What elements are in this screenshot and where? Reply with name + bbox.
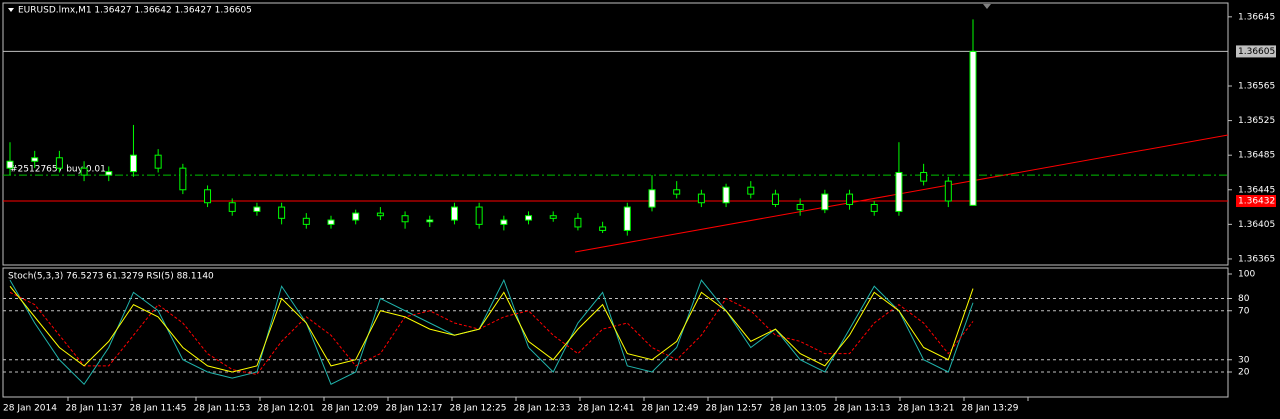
y-tick-label: 1.36405	[1238, 220, 1275, 230]
y-tick-label: 1.36525	[1238, 116, 1275, 126]
x-tick-label: 28 Jan 12:01	[258, 404, 315, 414]
price-box	[1236, 45, 1276, 58]
x-tick-label: 28 Jan 12:33	[514, 404, 571, 414]
candle-body	[179, 167, 187, 191]
x-tick-label: 28 Jan 12:17	[386, 404, 443, 414]
order-label: #25127657 buy 0.01	[10, 165, 106, 175]
candle-body	[327, 219, 335, 225]
candle-body	[129, 154, 137, 173]
sub-title: Stoch(5,3,3) 76.5273 61.3279 RSI(5) 88.1…	[8, 272, 214, 282]
x-tick-label: 28 Jan 13:13	[834, 404, 891, 414]
x-tick-label: 28 Jan 11:45	[130, 404, 187, 414]
candle-body	[401, 215, 409, 223]
x-tick-label: 28 Jan 12:57	[706, 404, 763, 414]
series-line	[9, 285, 974, 373]
candle-body	[154, 154, 162, 169]
main-title: EURUSD.lmx,M1 1.36427 1.36642 1.36427 1.…	[18, 6, 252, 16]
y-tick-label: 1.36485	[1238, 151, 1275, 161]
candle-body	[6, 160, 14, 169]
x-tick-label: 28 Jan 11:37	[66, 404, 123, 414]
candle-body	[920, 171, 928, 182]
series-line	[9, 291, 974, 376]
candle-body	[105, 171, 113, 176]
candle-body	[846, 193, 854, 205]
candle-body	[574, 217, 582, 228]
candle-body	[278, 206, 286, 219]
candle-body	[525, 215, 533, 221]
candle-body	[747, 186, 755, 195]
candle-body	[475, 206, 483, 225]
sub-frame	[2, 267, 1229, 398]
candle-body	[673, 189, 681, 195]
y-tick-label: 1.36565	[1238, 82, 1275, 92]
candle-body	[352, 212, 360, 221]
y-tick-label: 80	[1238, 294, 1250, 304]
price-label: 1.36605	[1238, 47, 1275, 57]
y-tick-label: 30	[1238, 355, 1250, 365]
series-line	[9, 278, 974, 386]
candle-body	[969, 50, 977, 206]
candle-body	[204, 189, 212, 204]
candle-body	[549, 215, 557, 219]
candle-body	[944, 180, 952, 202]
candle-body	[722, 186, 730, 204]
candle-body	[870, 203, 878, 212]
candle-body	[599, 226, 607, 231]
shift-marker	[983, 4, 991, 9]
x-tick-label: 28 Jan 2014	[3, 404, 57, 414]
y-tick-label: 70	[1238, 306, 1250, 316]
candle-body	[697, 193, 705, 204]
candle-body	[228, 202, 236, 212]
candle-body	[253, 206, 261, 212]
price-label: 1.36432	[1238, 197, 1275, 207]
candle-body	[450, 206, 458, 221]
candle-body	[771, 193, 779, 205]
price-box	[1236, 195, 1276, 208]
x-tick-label: 28 Jan 12:41	[578, 404, 635, 414]
y-tick-label: 100	[1238, 270, 1255, 280]
candle-body	[500, 219, 508, 225]
candle-body	[80, 167, 88, 176]
x-tick-label: 28 Jan 12:25	[450, 404, 507, 414]
candle-body	[623, 206, 631, 231]
x-tick-label: 28 Jan 12:49	[642, 404, 699, 414]
y-tick-label: 1.36445	[1238, 185, 1275, 195]
candle-body	[895, 171, 903, 212]
x-tick-label: 28 Jan 13:05	[770, 404, 827, 414]
candle-body	[31, 157, 39, 162]
menu-arrow	[8, 8, 14, 12]
candle-body	[302, 217, 310, 225]
y-tick-label: 1.36645	[1238, 12, 1275, 22]
x-tick-label: 28 Jan 12:09	[322, 404, 379, 414]
x-tick-label: 28 Jan 11:53	[194, 404, 251, 414]
candle-body	[55, 157, 63, 169]
y-tick-label: 20	[1238, 368, 1250, 378]
candle-body	[796, 203, 804, 211]
candle-body	[821, 193, 829, 211]
x-tick-label: 28 Jan 13:29	[962, 404, 1019, 414]
candle-body	[376, 212, 384, 217]
candle-body	[648, 189, 656, 208]
x-tick-label: 28 Jan 13:21	[898, 404, 955, 414]
candle-body	[426, 219, 434, 223]
y-tick-label: 1.36365	[1238, 254, 1275, 264]
main-frame	[2, 2, 1229, 266]
